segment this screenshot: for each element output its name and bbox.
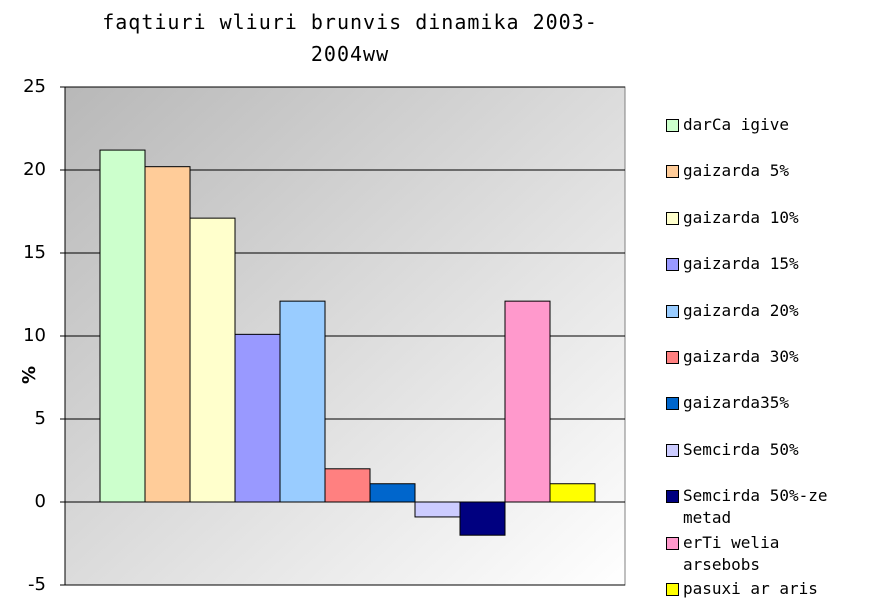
legend-swatch — [666, 583, 679, 596]
legend-swatch — [666, 443, 679, 457]
legend-item: gaizarda35% — [666, 392, 856, 414]
bar — [504, 300, 551, 503]
legend-label: gaizarda 5% — [683, 161, 789, 181]
legend-item: gaizarda 10% — [666, 207, 856, 229]
y-tick-label: 10 — [23, 325, 46, 346]
y-tick-label: 15 — [23, 242, 46, 263]
legend-swatch — [666, 304, 679, 318]
legend-label: gaizarda 20% — [683, 300, 799, 320]
bar — [459, 501, 506, 536]
legend-label: Semcirda 50%-ze metad — [683, 486, 828, 528]
legend-label: Semcirda 50% — [683, 439, 799, 459]
y-tick-label: 25 — [23, 76, 46, 97]
bar — [234, 333, 281, 503]
legend-swatch — [666, 536, 679, 550]
legend-swatch — [666, 119, 679, 132]
legend-item: pasuxi ar aris — [666, 578, 856, 600]
legend-label: darCa igive — [683, 115, 789, 134]
legend-swatch — [666, 165, 679, 179]
legend-label: gaizarda 30% — [683, 347, 799, 366]
legend-label: gaizarda35% — [683, 393, 789, 413]
bar — [414, 501, 461, 518]
legend-label: pasuxi ar aris — [683, 579, 818, 598]
legend-item: Semcirda 50%-ze metad — [666, 485, 856, 529]
y-tick-label: 0 — [35, 491, 46, 512]
legend-swatch — [666, 397, 679, 411]
bar — [324, 468, 371, 503]
legend-item: gaizarda 15% — [666, 253, 856, 275]
y-tick-label: 5 — [35, 408, 46, 429]
bar — [369, 483, 416, 503]
legend-label: erTi welia arsebobs — [683, 532, 780, 574]
legend-swatch — [666, 490, 679, 504]
legend-item: darCa igive — [666, 114, 856, 136]
y-axis-label: % — [19, 366, 40, 384]
legend-item: gaizarda 20% — [666, 300, 856, 322]
legend-item: gaizarda 30% — [666, 346, 856, 368]
legend-item: erTi welia arsebobs — [666, 532, 856, 576]
bar — [144, 166, 191, 503]
chart-title: faqtiuri wliuri brunvis dinamika 2003-20… — [102, 10, 598, 66]
y-tick-label: -5 — [28, 574, 46, 595]
legend-label: gaizarda 10% — [683, 207, 799, 227]
bar — [549, 483, 596, 503]
legend-swatch — [666, 351, 679, 364]
y-tick-label: 20 — [23, 159, 46, 180]
legend-label: gaizarda 15% — [683, 254, 799, 274]
legend-swatch — [666, 211, 679, 225]
bar — [99, 149, 146, 503]
bar — [189, 217, 236, 503]
bar — [279, 300, 326, 503]
legend-item: gaizarda 5% — [666, 160, 856, 182]
legend-item: Semcirda 50% — [666, 439, 856, 461]
legend-swatch — [666, 258, 679, 272]
